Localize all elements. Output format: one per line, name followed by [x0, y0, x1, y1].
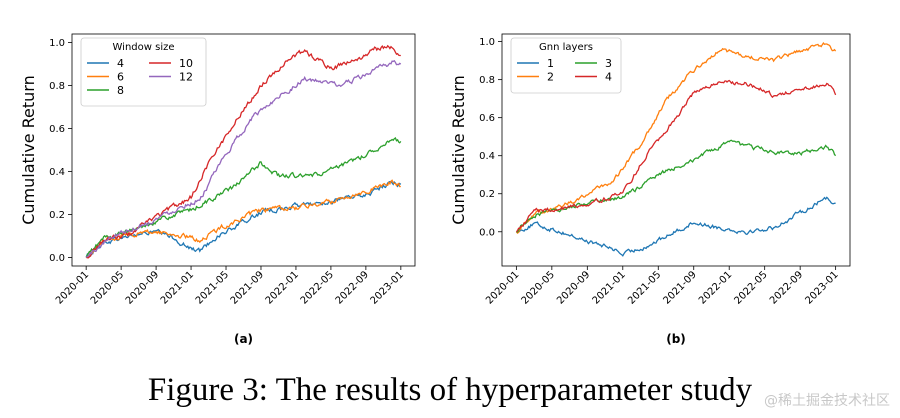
x-tick-label: 2022-05 — [732, 269, 769, 306]
y-tick-label: 1.0 — [49, 38, 65, 49]
legend-entry-label: 2 — [547, 71, 554, 84]
legend-entry-label: 10 — [179, 57, 193, 70]
x-tick-label: 2021-01 — [159, 269, 196, 306]
x-tick-label: 2020-05 — [520, 269, 557, 306]
plot-frame — [71, 33, 416, 267]
legend-entry-label: 4 — [605, 71, 612, 84]
y-tick-label: 0.6 — [479, 113, 495, 124]
y-tick-label: 1.0 — [479, 37, 495, 48]
y-tick-label: 0.8 — [49, 81, 65, 92]
legend-entry-label: 8 — [117, 84, 124, 97]
panel-label: (a) — [234, 332, 253, 346]
x-tick-label: 2020-01 — [484, 269, 521, 306]
y-tick-label: 0.0 — [49, 253, 65, 264]
series-line-12 — [85, 59, 402, 258]
x-tick-label: 2022-01 — [264, 269, 301, 306]
x-tick-label: 2020-09 — [555, 269, 592, 306]
legend: Gnn layers 12 34 — [510, 37, 622, 94]
x-tick-label: 2021-09 — [229, 269, 266, 306]
legend-entry-label: 3 — [605, 57, 612, 70]
series-line-4 — [515, 79, 837, 233]
y-tick-label: 0.2 — [49, 210, 65, 221]
legend-entry-label: 6 — [117, 71, 124, 84]
x-tick-label: 2020-05 — [89, 269, 126, 306]
x-tick-label: 2023-01 — [803, 269, 840, 306]
y-axis-label: Cumulative Return — [449, 75, 468, 225]
series-line-4 — [85, 180, 402, 258]
x-tick-label: 2022-01 — [697, 269, 734, 306]
y-tick-label: 0.4 — [479, 151, 495, 162]
x-tick-label: 2021-05 — [626, 269, 663, 306]
chart-a: 0.00.20.40.60.81.02020-012020-052020-092… — [19, 33, 416, 346]
legend-entry-label: 1 — [547, 57, 554, 70]
legend-entry-label: 12 — [179, 71, 193, 84]
panel-label: (b) — [666, 332, 686, 346]
x-tick-label: 2021-09 — [662, 269, 699, 306]
x-tick-label: 2020-01 — [54, 269, 91, 306]
y-tick-label: 0.4 — [49, 167, 65, 178]
x-tick-label: 2022-05 — [299, 269, 336, 306]
figure-caption: Figure 3: The results of hyperparameter … — [147, 372, 753, 408]
x-tick-label: 2021-05 — [194, 269, 231, 306]
x-tick-label: 2022-09 — [768, 269, 805, 306]
legend-box — [80, 37, 207, 107]
series-line-3 — [516, 139, 837, 233]
x-tick-label: 2021-01 — [591, 269, 628, 306]
legend-entry-label: 4 — [117, 57, 124, 70]
watermark: @稀土掘金技术社区 — [764, 393, 890, 409]
series-line-6 — [85, 179, 401, 258]
series-line-2 — [515, 42, 837, 234]
legend-title: Gnn layers — [539, 42, 593, 53]
y-axis-label: Cumulative Return — [19, 75, 38, 225]
y-tick-label: 0.6 — [49, 124, 65, 135]
y-tick-label: 0.2 — [479, 189, 495, 200]
legend-box — [510, 37, 622, 94]
x-tick-label: 2022-09 — [334, 269, 371, 306]
plot-frame — [501, 33, 851, 267]
y-tick-label: 0.0 — [479, 227, 495, 238]
y-tick-label: 0.8 — [479, 75, 495, 86]
x-tick-label: 2020-09 — [124, 269, 161, 306]
series-line-1 — [516, 196, 836, 257]
legend-title: Window size — [113, 42, 175, 53]
chart-b: 0.00.20.40.60.81.02020-012020-052020-092… — [449, 33, 851, 346]
x-tick-label: 2023-01 — [369, 269, 406, 306]
